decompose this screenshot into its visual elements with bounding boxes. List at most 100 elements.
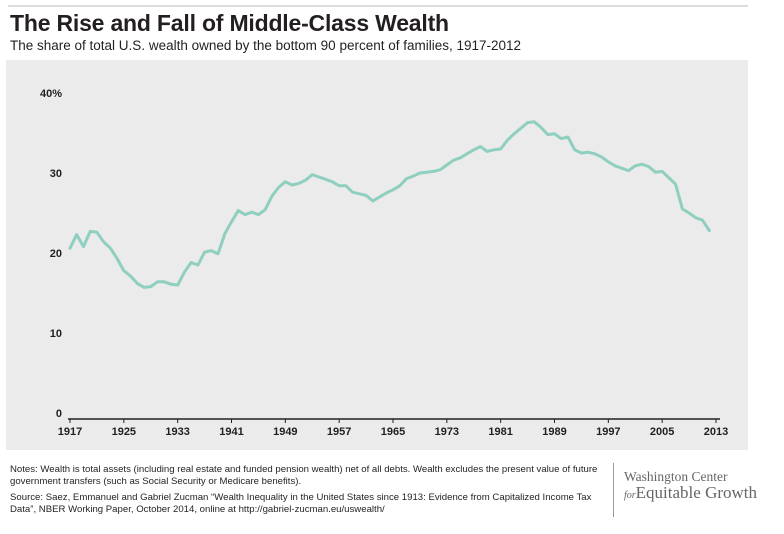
chart-title: The Rise and Fall of Middle-Class Wealth: [10, 10, 449, 36]
data-point: [701, 219, 704, 222]
data-point: [129, 275, 132, 278]
data-point: [109, 247, 112, 250]
y-tick-label: 0: [56, 408, 62, 420]
data-point: [567, 136, 570, 139]
x-tick-label: 1933: [165, 426, 189, 438]
data-point: [351, 191, 354, 194]
data-point: [95, 231, 98, 234]
data-point: [230, 220, 233, 223]
logo-line-2-text: Equitable Growth: [635, 483, 758, 502]
x-tick-label: 1925: [112, 426, 136, 438]
chart-subtitle: The share of total U.S. wealth owned by …: [10, 38, 522, 53]
data-point: [708, 229, 711, 232]
data-point: [176, 284, 179, 287]
data-point: [641, 163, 644, 166]
x-tick-label: 1973: [435, 426, 459, 438]
data-point: [445, 164, 448, 167]
data-point: [694, 216, 697, 219]
data-point: [324, 178, 327, 181]
data-point: [405, 177, 408, 180]
data-point: [69, 247, 72, 250]
data-point: [580, 152, 583, 155]
data-point: [560, 137, 563, 140]
source-text: Source: Saez, Emmanuel and Gabriel Zucma…: [10, 491, 592, 516]
logo-for: for: [624, 490, 636, 501]
data-point: [587, 151, 590, 154]
logo-line-1: Washington Center: [624, 469, 728, 484]
data-point: [661, 170, 664, 173]
data-point: [600, 156, 603, 159]
x-tick-label: 1957: [327, 426, 351, 438]
data-point: [122, 269, 125, 272]
data-point: [223, 232, 226, 235]
data-point: [344, 184, 347, 187]
data-point: [264, 208, 267, 211]
data-point: [297, 182, 300, 185]
x-tick-label: 2013: [704, 426, 728, 438]
logo-divider: [613, 463, 614, 517]
data-point: [311, 173, 314, 176]
data-point: [681, 208, 684, 211]
data-point: [365, 194, 368, 197]
y-tick-label: 20: [50, 248, 62, 260]
y-tick-label: 30: [50, 168, 62, 180]
data-point: [620, 167, 623, 170]
top-rule: [8, 5, 748, 7]
data-point: [217, 252, 220, 255]
x-tick-label: 1997: [596, 426, 620, 438]
data-point: [519, 127, 522, 130]
data-point: [284, 180, 287, 183]
data-point: [156, 280, 159, 283]
data-point: [533, 120, 536, 123]
data-point: [291, 184, 294, 187]
data-point: [398, 184, 401, 187]
equitable-growth-logo: Washington Center forEquitable Growth: [624, 470, 757, 505]
data-point: [392, 188, 395, 191]
y-tick-label: 40%: [40, 88, 62, 100]
data-point: [270, 195, 273, 198]
data-point: [526, 121, 529, 124]
x-tick-label: 1981: [488, 426, 512, 438]
data-point: [203, 251, 206, 254]
data-point: [573, 148, 576, 151]
data-point: [102, 240, 105, 243]
data-point: [472, 148, 475, 151]
data-point: [459, 156, 462, 159]
data-point: [358, 192, 361, 195]
data-point: [304, 179, 307, 182]
data-point: [499, 148, 502, 151]
data-point: [425, 171, 428, 174]
data-point: [432, 170, 435, 173]
data-point: [452, 159, 455, 162]
data-point: [183, 271, 186, 274]
x-tick-label: 1917: [58, 426, 82, 438]
data-point: [257, 213, 260, 216]
data-point: [169, 283, 172, 286]
data-point: [338, 184, 341, 187]
data-point: [196, 264, 199, 267]
data-point: [614, 164, 617, 167]
data-point: [506, 139, 509, 142]
series-line: [68, 120, 711, 289]
data-point: [190, 261, 193, 264]
data-point: [163, 280, 166, 283]
data-point: [149, 285, 152, 288]
data-point: [667, 176, 670, 179]
data-point: [627, 169, 630, 172]
data-point: [82, 245, 85, 248]
data-point: [654, 171, 657, 174]
data-point: [116, 257, 119, 260]
x-tick-label: 1989: [542, 426, 566, 438]
data-point: [244, 213, 247, 216]
x-tick-label: 1941: [219, 426, 243, 438]
data-point: [418, 172, 421, 175]
data-point: [593, 152, 596, 155]
data-point: [136, 282, 139, 285]
data-point: [647, 165, 650, 168]
data-point: [513, 132, 516, 135]
x-tick-label: 1949: [273, 426, 297, 438]
data-point: [210, 249, 213, 252]
data-point: [607, 160, 610, 163]
data-point: [378, 196, 381, 199]
